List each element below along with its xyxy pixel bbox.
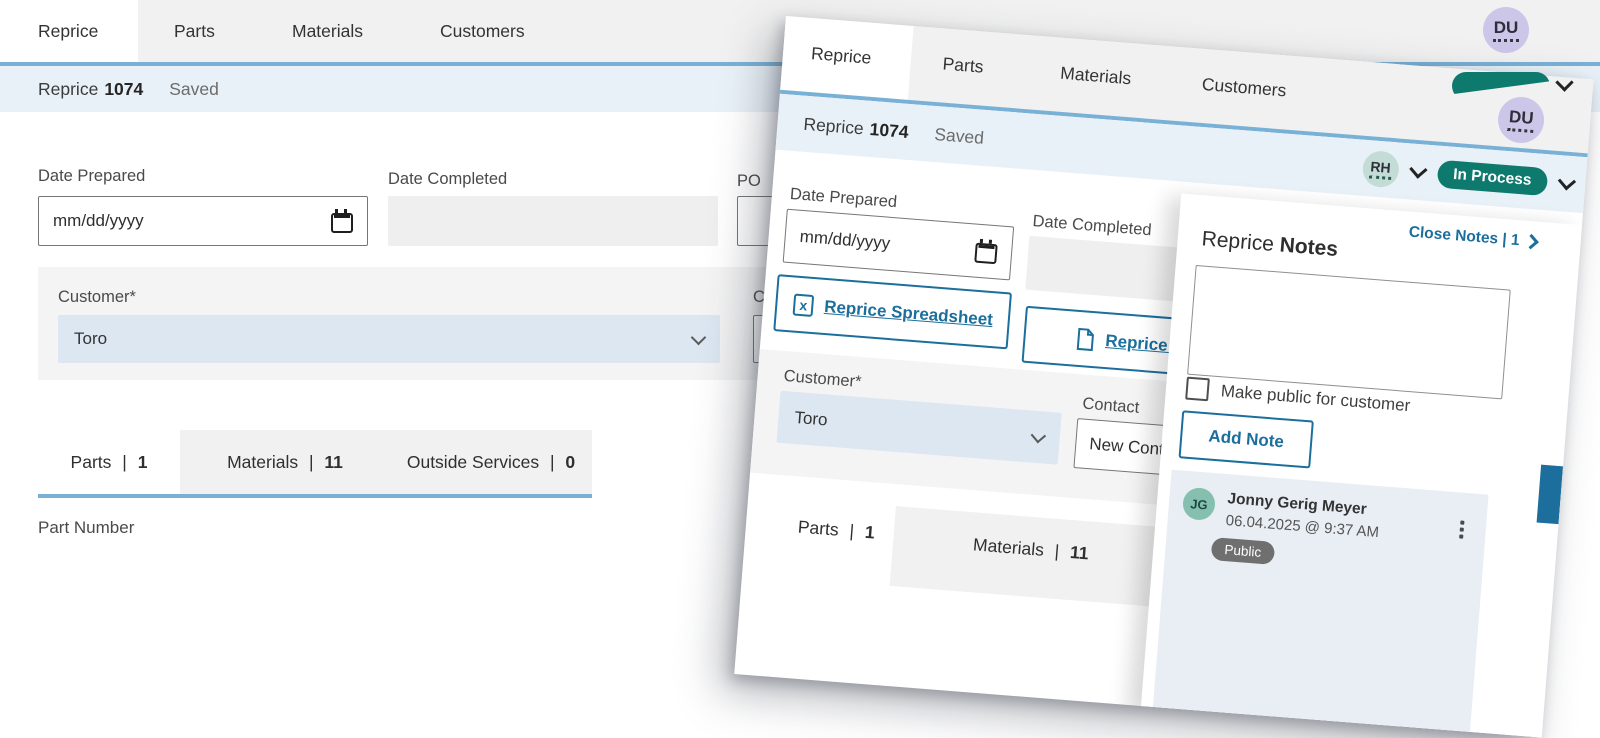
reprice-spreadsheet-button[interactable]: x Reprice Spreadsheet <box>773 274 1012 350</box>
overlay-tab-materials[interactable]: Materials <box>1059 62 1132 89</box>
avatar-status-dots-icon <box>1368 175 1391 180</box>
subtab-outside-services[interactable]: Outside Services | 0 <box>390 430 592 494</box>
status-pill-fragment[interactable] <box>1452 72 1582 106</box>
date-prepared-placeholder: mm/dd/yyyy <box>53 211 144 230</box>
subtab-materials-count: 11 <box>324 452 343 472</box>
calendar-icon[interactable] <box>974 242 998 265</box>
subtab-separator: | <box>122 452 127 472</box>
svg-text:x: x <box>799 296 808 313</box>
subtab-materials-count: 11 <box>1069 541 1090 564</box>
subtab-outside-services-label: Outside Services <box>406 452 540 472</box>
notes-title-regular: Reprice <box>1200 227 1281 257</box>
chevron-down-icon[interactable] <box>1408 160 1428 179</box>
tab-reprice[interactable]: Reprice <box>38 21 99 41</box>
record-type: Reprice <box>38 78 99 99</box>
chevron-down-icon <box>1030 427 1047 443</box>
save-status: Saved <box>933 123 985 148</box>
date-prepared-label: Date Prepared <box>38 167 146 185</box>
note-menu-kebab-icon[interactable] <box>1459 520 1465 539</box>
record-number: 1074 <box>104 78 144 99</box>
assignee-avatar[interactable]: RH <box>1361 149 1400 189</box>
user-avatar-initials: DU <box>1508 107 1535 128</box>
notes-title-bold: Notes <box>1278 233 1339 261</box>
excel-file-icon: x <box>792 293 814 317</box>
subtab-parts-count: 1 <box>137 452 148 472</box>
overlay-tab-reprice[interactable]: Reprice <box>810 43 873 68</box>
notes-title: Reprice Notes <box>1201 227 1339 262</box>
user-avatar[interactable]: DU <box>1483 7 1529 53</box>
status-pill[interactable]: In Process <box>1436 159 1549 197</box>
date-prepared-placeholder: mm/dd/yyyy <box>799 226 891 253</box>
overlay-subtab-parts[interactable]: Parts | 1 <box>797 517 875 544</box>
note-author-avatar: JG <box>1181 486 1217 522</box>
avatar-status-dots-icon <box>1493 39 1519 42</box>
in-process-pill-partial[interactable] <box>1452 72 1550 95</box>
part-number-header: Part Number <box>38 518 135 537</box>
subtab-parts-count: 1 <box>864 521 876 543</box>
pdf-file-icon <box>1076 327 1094 351</box>
date-completed-label: Date Completed <box>388 170 508 188</box>
customer-label: Customer* <box>58 288 136 306</box>
po-label: PO <box>737 172 761 190</box>
chevron-right-icon <box>1523 233 1539 250</box>
subtab-separator: | <box>848 520 855 541</box>
customer-value: Toro <box>74 329 108 348</box>
date-completed-input <box>388 196 718 246</box>
notes-drawer-edge-handle[interactable] <box>1536 464 1564 525</box>
subtab-parts-label: Parts <box>70 452 112 472</box>
subtab-parts-label: Parts <box>797 516 840 540</box>
avatar-status-dots-icon <box>1507 127 1534 133</box>
chevron-down-icon[interactable] <box>1555 73 1574 92</box>
close-notes-label: Close Notes | 1 <box>1408 223 1521 250</box>
subtab-separator: | <box>308 452 314 472</box>
date-prepared-input[interactable]: mm/dd/yyyy <box>38 196 368 246</box>
date-prepared-label: Date Prepared <box>789 184 898 212</box>
note-author-initials: JG <box>1189 495 1209 513</box>
reprice-spreadsheet-label: Reprice Spreadsheet <box>823 296 994 329</box>
tab-materials[interactable]: Materials <box>292 21 363 41</box>
record-number: 1074 <box>868 118 910 142</box>
calendar-icon[interactable] <box>331 209 353 233</box>
subtab-underline <box>38 494 592 498</box>
subtab-materials-label: Materials <box>972 534 1045 560</box>
customer-select[interactable]: Toro <box>58 315 720 363</box>
overlay-tab-parts[interactable]: Parts <box>941 53 985 77</box>
overlay-screenshot-card: Reprice Parts Materials Customers DU Rep… <box>734 16 1594 738</box>
user-avatar-initials: DU <box>1493 18 1519 37</box>
reprice-pdf-button[interactable]: Reprice PDF <box>1021 305 1261 381</box>
make-public-checkbox[interactable] <box>1185 376 1210 402</box>
add-note-button[interactable]: Add Note <box>1178 410 1314 469</box>
chevron-down-icon <box>690 329 707 345</box>
tab-parts[interactable]: Parts <box>174 21 215 41</box>
record-type: Reprice <box>802 113 865 138</box>
tab-reprice-active-bg <box>0 0 138 62</box>
assignee-avatar-initials: RH <box>1369 158 1392 176</box>
customer-value: Toro <box>793 407 829 430</box>
note-entry: JG Jonny Gerig Meyer 06.04.2025 @ 9:37 A… <box>1152 469 1489 734</box>
date-prepared-input[interactable]: mm/dd/yyyy <box>782 208 1015 281</box>
close-notes-link[interactable]: Close Notes | 1 <box>1408 223 1539 252</box>
subtab-parts[interactable]: Parts | 1 <box>38 430 180 494</box>
subtab-materials-label: Materials <box>227 452 299 472</box>
reprice-notes-panel: Close Notes | 1 Reprice Notes Make publi… <box>1140 193 1583 738</box>
subtab-separator: | <box>550 452 555 472</box>
subtab-group-bg <box>180 430 592 494</box>
note-textarea[interactable] <box>1187 264 1511 400</box>
tab-customers[interactable]: Customers <box>440 21 525 41</box>
subtab-materials[interactable]: Materials | 11 <box>180 430 390 494</box>
save-status: Saved <box>169 78 219 99</box>
subtab-outside-services-count: 0 <box>565 452 576 472</box>
add-note-label: Add Note <box>1207 426 1285 452</box>
overlay-tab-customers[interactable]: Customers <box>1201 73 1288 101</box>
date-completed-label: Date Completed <box>1031 212 1153 240</box>
